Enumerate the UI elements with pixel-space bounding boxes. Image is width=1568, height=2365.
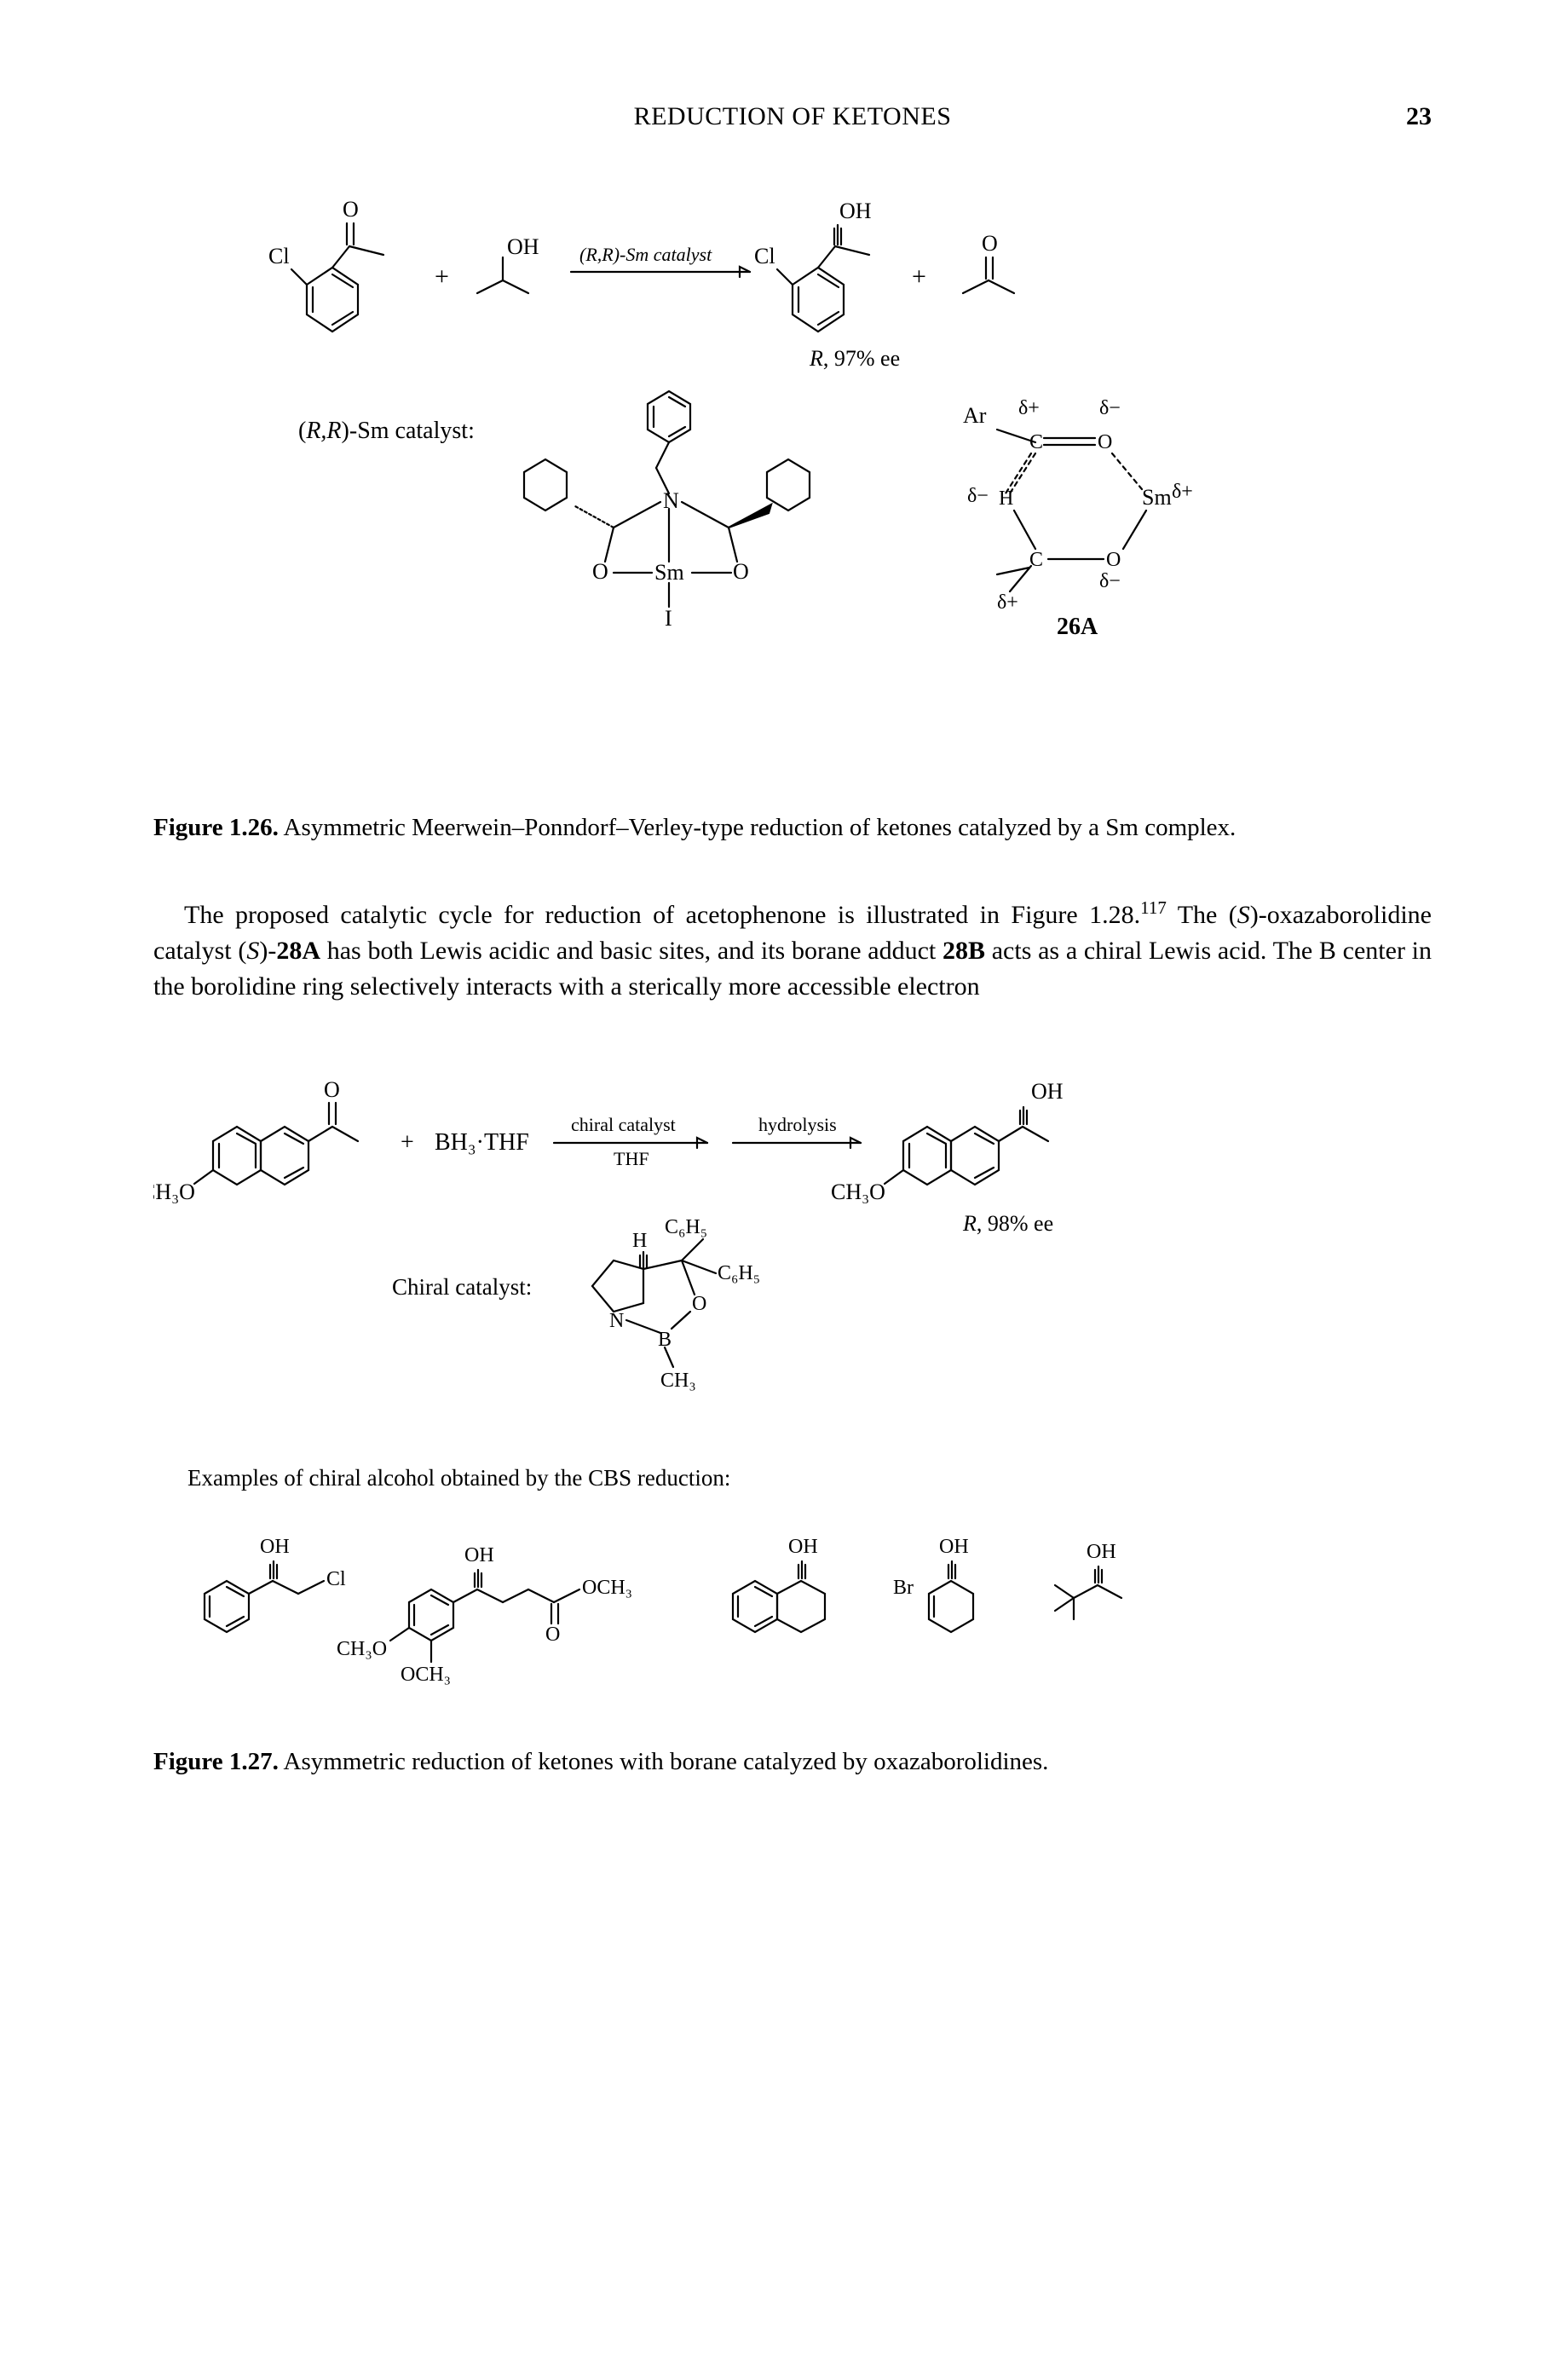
fig127-label: Figure 1.27. [153,1748,279,1775]
ee-label-1: R, 97% ee [809,346,900,371]
figure-1-26: Cl O + OH (R,R)-Sm catalyst Cl [153,182,1432,845]
fig126-caption: Figure 1.26. Asymmetric Meerwein–Ponndor… [153,811,1432,845]
svg-text:Br: Br [893,1577,914,1599]
svg-text:H: H [999,487,1013,510]
fig127-svg-examples: Cl OH CH₃O OCH₃ O OCH₃ [153,1508,1432,1730]
fig127-caption: Figure 1.27. Asymmetric reduction of ket… [153,1745,1432,1779]
section-title: REDUCTION OF KETONES [205,102,1381,131]
svg-text:O: O [692,1293,706,1315]
fig126-label: Figure 1.26. [153,814,279,841]
plus-1: + [435,262,449,291]
svg-text:CH₃: CH₃ [660,1370,696,1392]
svg-text:OCH₃: OCH₃ [582,1577,632,1599]
plus-2: + [912,262,926,291]
svg-text:OH: OH [788,1536,818,1558]
svg-text:O: O [982,231,998,256]
fig126-svg: Cl O + OH (R,R)-Sm catalyst Cl [196,182,1389,796]
svg-text:O: O [1098,431,1112,453]
svg-text:O: O [1106,549,1121,571]
svg-text:Ar: Ar [963,403,987,428]
svg-text:δ−: δ− [1099,397,1121,419]
bh3-label: BH₃·THF [435,1129,529,1156]
svg-text:CH₃O: CH₃O [831,1180,885,1204]
para-s1: S [1237,901,1250,929]
svg-text:Cl: Cl [754,244,775,268]
svg-text:OH: OH [839,199,872,223]
page-number: 23 [1381,102,1432,131]
oh-iso: OH [507,234,539,259]
svg-text:C: C [1029,549,1043,571]
arrow1-bot: THF [614,1148,649,1169]
fig127-caption-text: Asymmetric reduction of ketones with bor… [284,1748,1049,1775]
svg-text:O: O [324,1077,340,1102]
svg-text:δ+: δ+ [1018,397,1040,419]
page-header: REDUCTION OF KETONES 23 [153,102,1432,131]
para-sup: 117 [1140,897,1167,918]
svg-text:δ+: δ+ [1172,481,1193,503]
arrow2-label: hydrolysis [758,1114,837,1135]
para-a: The proposed catalytic cycle for reducti… [184,901,1140,929]
svg-text:Sm: Sm [654,560,684,585]
svg-text:δ+: δ+ [997,591,1018,614]
svg-text:Cl: Cl [268,244,290,268]
svg-text:OH: OH [939,1536,969,1558]
catalyst-label-2: Chiral catalyst: [392,1274,532,1300]
svg-text:δ−: δ− [967,485,989,507]
svg-text:C: C [1029,431,1043,453]
para-b: The ( [1167,901,1237,929]
svg-text:CH₃O: CH₃O [153,1180,195,1204]
fig126-caption-text: Asymmetric Meerwein–Ponndorf–Verley-type… [284,814,1237,841]
svg-text:O: O [545,1624,560,1646]
examples-heading: Examples of chiral alcohol obtained by t… [187,1465,1432,1491]
svg-text:δ−: δ− [1099,570,1121,592]
svg-text:Sm: Sm [1142,485,1172,510]
body-paragraph: The proposed catalytic cycle for reducti… [153,896,1432,1005]
ts-label: 26A [1057,614,1098,640]
para-e: has both Lewis acidic and basic sites, a… [320,937,943,965]
figure-1-27: CH₃O O + BH₃·THF chiral catalyst THF hyd… [153,1039,1432,1779]
catalyst-label-1: (R,R)-Sm catalyst: [298,418,475,444]
para-28b: 28B [943,937,985,965]
arrow1-top: chiral catalyst [571,1114,676,1135]
svg-text:H: H [632,1230,647,1252]
arrow-label-1: (R,R)-Sm catalyst [579,244,712,265]
fig127-svg-top: CH₃O O + BH₃·THF chiral catalyst THF hyd… [153,1039,1432,1439]
svg-text:O: O [733,559,749,584]
svg-text:Cl: Cl [326,1568,346,1590]
svg-text:C₆H₅: C₆H₅ [665,1216,707,1238]
para-s2: S [246,937,259,965]
svg-text:OCH₃: OCH₃ [401,1664,451,1686]
svg-text:OH: OH [260,1536,290,1558]
svg-text:N: N [609,1310,624,1332]
para-d: )- [259,937,276,965]
ee-label-2: R, 98% ee [962,1211,1053,1236]
svg-text:N: N [663,488,679,513]
svg-text:OH: OH [1031,1079,1064,1104]
svg-text:CH₃O: CH₃O [337,1638,387,1660]
plus-3: + [401,1129,414,1156]
svg-text:OH: OH [1087,1541,1116,1563]
svg-text:O: O [592,559,608,584]
svg-text:OH: OH [464,1544,494,1566]
svg-text:I: I [665,606,672,631]
para-28a: 28A [276,937,320,965]
svg-text:C₆H₅: C₆H₅ [718,1262,760,1284]
svg-text:O: O [343,197,359,222]
